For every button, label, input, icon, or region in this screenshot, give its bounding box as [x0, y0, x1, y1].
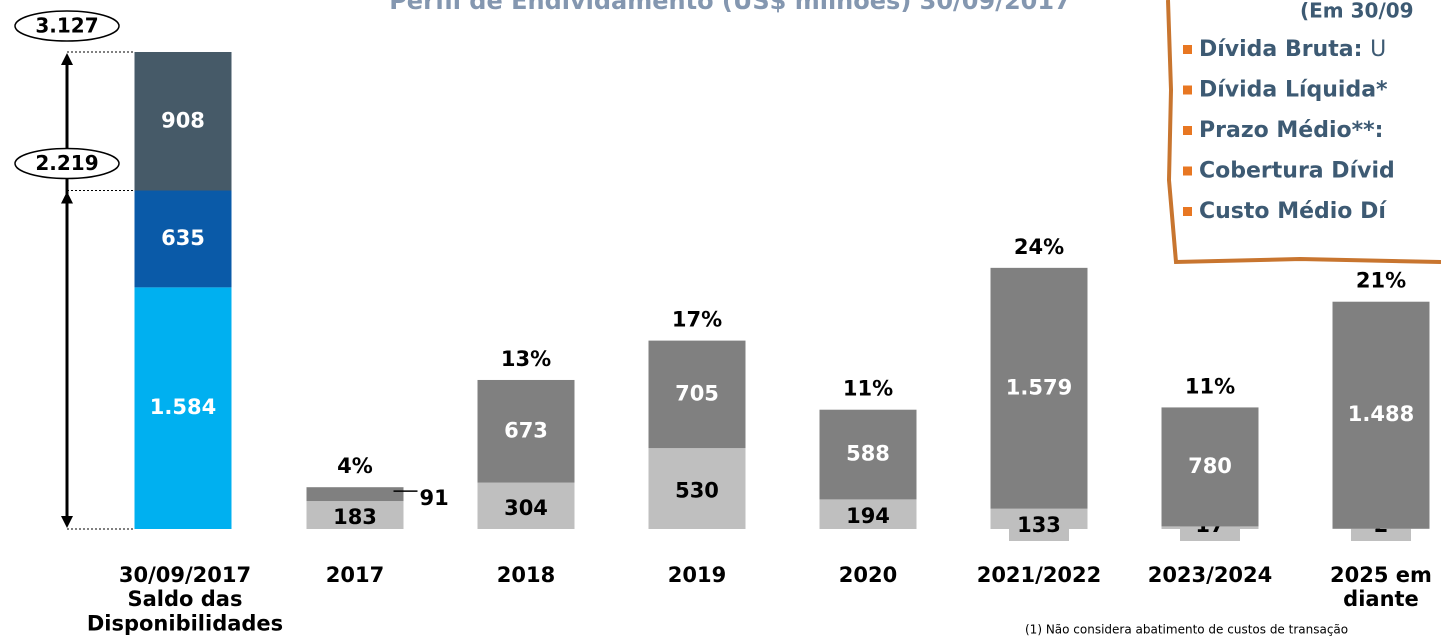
- summary-item: Prazo Médio**:: [1199, 118, 1383, 143]
- bar-segment: [134, 52, 232, 191]
- bar-segment: [648, 340, 746, 449]
- percent-label: 13%: [501, 347, 551, 371]
- x-tick-label: 2025 em diante: [1330, 563, 1432, 611]
- value-label: 194: [846, 504, 890, 528]
- x-tick-label: 2019: [668, 563, 726, 587]
- value-label: 780: [1188, 454, 1232, 478]
- value-label: 1.579: [1006, 375, 1072, 399]
- annotation: 2.219: [35, 151, 98, 175]
- bar-segment: [306, 501, 404, 529]
- bullet: [1183, 45, 1192, 54]
- value-label: 1.584: [150, 395, 216, 419]
- summary-heading: (Em 30/09: [1300, 0, 1414, 23]
- value-label-box: [1009, 511, 1069, 541]
- arrow-head: [61, 191, 73, 204]
- bullet: [1183, 85, 1192, 95]
- summary-box-border: [1166, 0, 1441, 265]
- footnote: (1) Não considera abatimento de custos d…: [1025, 623, 1348, 637]
- chart-title: Perfil de Endividamento (US$ milhões) 30…: [389, 0, 1071, 15]
- bar-segment: [990, 267, 1088, 509]
- bar-segment: [1332, 301, 1430, 529]
- summary-item-text: U: [1370, 37, 1386, 62]
- bullet: [1183, 166, 1192, 176]
- summary-item: Dívida Bruta: U: [1199, 37, 1386, 62]
- bullet: [1183, 126, 1192, 135]
- percent-label: 24%: [1014, 235, 1064, 259]
- percent-label: 4%: [337, 454, 373, 478]
- x-tick-label: 2020: [839, 563, 897, 587]
- bar-segment: [819, 409, 917, 500]
- bar-segment: [134, 287, 232, 529]
- summary-item-label: Dívida Líquida*: [1199, 78, 1388, 103]
- bullet: [1183, 207, 1192, 216]
- value-label: 304: [504, 496, 548, 520]
- value-label: 635: [161, 226, 205, 250]
- value-label: 133: [1017, 513, 1061, 537]
- percent-label: 11%: [843, 377, 893, 401]
- x-tick-label: 2021/2022: [977, 563, 1102, 587]
- bar-segment: [1161, 407, 1259, 527]
- value-label: 1.488: [1348, 402, 1414, 426]
- value-label: 91: [420, 486, 449, 510]
- annotation: 3.127: [35, 14, 98, 38]
- value-label: 183: [333, 505, 377, 529]
- x-tick-label: 2017: [326, 563, 384, 587]
- percent-label: 21%: [1356, 269, 1406, 293]
- bar-segment: [134, 190, 232, 288]
- percent-label: 17%: [672, 308, 722, 332]
- summary-item-label: Custo Médio Dí: [1199, 199, 1387, 224]
- annotation-oval: [14, 147, 120, 180]
- summary-item-label: Prazo Médio**:: [1199, 118, 1383, 143]
- value-label: 908: [161, 108, 205, 132]
- x-tick-label: 2023/2024: [1148, 563, 1273, 587]
- x-tick-label: 2018: [497, 563, 555, 587]
- summary-item-label: Dívida Bruta:: [1199, 37, 1362, 62]
- summary-item: Custo Médio Dí: [1199, 199, 1387, 224]
- bar-segment: [477, 379, 575, 483]
- summary-item: Cobertura Dívid: [1199, 159, 1395, 184]
- value-label: 588: [846, 442, 890, 466]
- summary-box: [1168, 0, 1441, 262]
- bar-segment: [648, 448, 746, 529]
- value-label: 705: [675, 381, 719, 405]
- percent-label: 11%: [1185, 374, 1235, 398]
- bar-segment: [819, 499, 917, 529]
- value-label: 673: [504, 418, 548, 442]
- arrow-head: [61, 516, 73, 528]
- annotation-oval: [14, 10, 120, 42]
- summary-item-label: Cobertura Dívid: [1199, 159, 1395, 184]
- value-label: 530: [675, 479, 719, 503]
- bar-segment: [306, 487, 404, 502]
- x-tick-label: 30/09/2017 Saldo das Disponibilidades: [87, 563, 283, 635]
- summary-item: Dívida Líquida*: [1199, 78, 1388, 103]
- bar-segment: [477, 482, 575, 529]
- arrow-head: [61, 53, 73, 65]
